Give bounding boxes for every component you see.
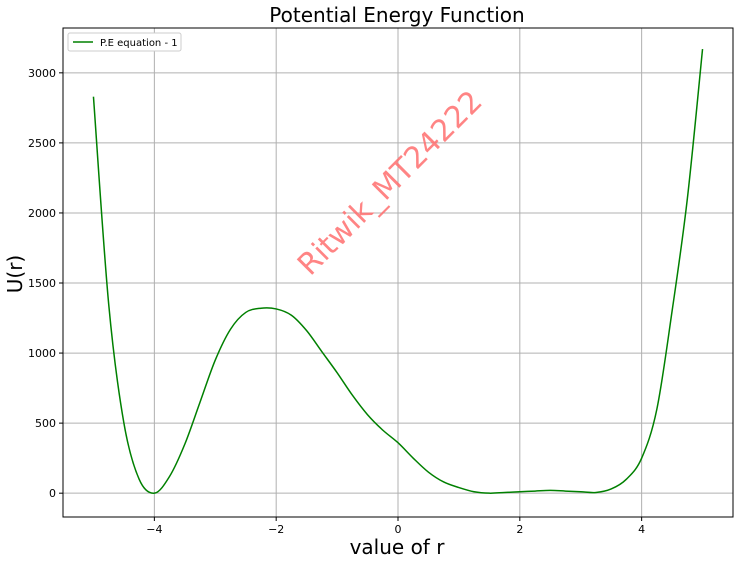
legend-box: [67, 32, 182, 52]
watermark: Ritwik_MT24222: [291, 84, 490, 283]
x-tick-label: 0: [395, 523, 402, 536]
x-tick-label: 4: [638, 523, 645, 536]
grid: [63, 28, 733, 517]
x-tick-label: −2: [268, 523, 284, 536]
y-tick-label: 3000: [28, 67, 56, 80]
y-tick-label: 2500: [28, 137, 56, 150]
legend: P.E equation - 1: [67, 32, 182, 52]
x-tick-label: −4: [146, 523, 162, 536]
y-tick-label: 1000: [28, 347, 56, 360]
series-lines: [92, 48, 704, 494]
y-tick-label: 500: [35, 417, 56, 430]
x-axis-label: value of r: [350, 535, 446, 559]
ticks: −4 −2 0 2 4 0 500 1000 1500 2000 2500 3000: [28, 67, 645, 536]
y-tick-label: 0: [49, 487, 56, 500]
y-axis-label: U(r): [3, 255, 27, 293]
legend-label: P.E equation - 1: [100, 38, 178, 49]
chart-title: Potential Energy Function: [269, 3, 524, 27]
series-line: [92, 48, 704, 494]
y-tick-label: 1500: [28, 277, 56, 290]
y-tick-label: 2000: [28, 207, 56, 220]
x-tick-label: 2: [516, 523, 523, 536]
